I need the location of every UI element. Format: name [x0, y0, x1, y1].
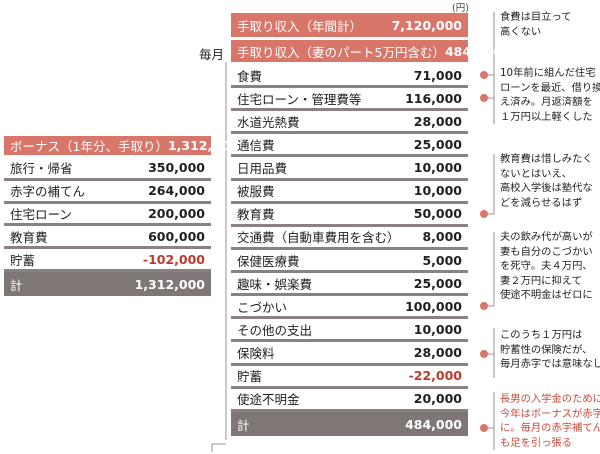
monthly-row: こづかい 100,000 — [231, 296, 468, 320]
bonus-row: 住宅ローン 200,000 — [4, 203, 211, 227]
bonus-row: 赤字の補てん 264,000 — [4, 180, 211, 204]
row-label: 手取り収入（妻のパート5万円含む） — [237, 44, 445, 60]
monthly-row: 使途不明金 20,000 — [231, 388, 468, 412]
annotation-dot — [480, 424, 488, 432]
monthly-row: 趣味・娯楽費 25,000 — [231, 273, 468, 297]
row-label: 通信費 — [237, 137, 275, 153]
monthly-row: 通信費 25,000 — [231, 134, 468, 158]
row-value: 600,000 — [148, 228, 205, 244]
row-label: 教育費 — [10, 229, 48, 245]
row-label: 趣味・娯楽費 — [237, 276, 313, 292]
monthly-row: 交通費（自動車費用を含む） 8,000 — [231, 226, 468, 250]
row-value: 8,000 — [422, 229, 462, 245]
annotation-dot — [480, 94, 488, 102]
row-label: 保険料 — [237, 346, 275, 362]
row-value: 484,000 — [444, 43, 502, 59]
monthly-row: 保険料 28,000 — [231, 342, 468, 366]
row-value: 100,000 — [405, 298, 462, 314]
row-label: 赤字の補てん — [10, 184, 86, 200]
annotation-dot — [480, 302, 488, 310]
monthly-total-row: 計 484,000 — [231, 412, 468, 436]
row-value: 1,312,000 — [167, 138, 239, 153]
row-label: こづかい — [237, 299, 288, 315]
row-value: 10,000 — [413, 183, 462, 199]
row-label: 使途不明金 — [237, 392, 300, 408]
row-label: 水道光熱費 — [237, 114, 300, 130]
row-label: 食費 — [237, 68, 263, 84]
row-value: 264,000 — [148, 183, 205, 199]
row-label: 保健医療費 — [237, 253, 300, 269]
row-label: その他の支出 — [237, 322, 313, 338]
row-label: 貯蓄 — [10, 252, 36, 268]
row-label: 住宅ローン — [10, 206, 72, 222]
row-value: 50,000 — [413, 206, 462, 222]
bonus-row: 教育費 600,000 — [4, 226, 211, 250]
note-housing-loan: 10年前に組んだ住宅 ローンを最近、借り換 え済み。月返済額を １万円以上軽くし… — [500, 67, 600, 123]
annotation-dot — [480, 350, 488, 358]
row-label: 貯蓄 — [237, 369, 263, 385]
row-value: 200,000 — [148, 205, 205, 221]
row-label: 計 — [10, 277, 23, 293]
row-value: 28,000 — [413, 345, 462, 361]
row-label: 住宅ローン・管理費等 — [237, 91, 362, 107]
monthly-row: 住宅ローン・管理費等 116,000 — [231, 88, 468, 112]
row-value: 116,000 — [405, 90, 462, 106]
monthly-row: 保健医療費 5,000 — [231, 250, 468, 274]
bonus-row: 旅行・帰省 350,000 — [4, 158, 211, 181]
annotation-dot — [480, 210, 488, 218]
row-value: 350,000 — [148, 160, 205, 176]
row-value: 1,312,000 — [134, 276, 205, 292]
row-label: 交通費（自動車費用を含む） — [237, 230, 400, 246]
note-food: 食費は目立って 高くない — [500, 11, 572, 38]
row-value: -102,000 — [142, 251, 205, 267]
row-label: 計 — [237, 417, 250, 433]
row-value: 71,000 — [413, 67, 462, 83]
row-value: 25,000 — [413, 136, 462, 152]
monthly-row: 貯蓄 -22,000 — [231, 365, 468, 389]
monthly-header-annual: 手取り収入（年間計） 7,120,000 — [231, 13, 468, 40]
monthly-row: 食費 71,000 — [231, 65, 468, 89]
row-value: -22,000 — [408, 368, 462, 384]
note-education: 教育費は惜しみたく ないとはいえ、 高校入学後は塾代な どを減らせるはず — [500, 153, 593, 209]
row-value: 25,000 — [413, 275, 462, 291]
monthly-label: 毎月 — [199, 47, 225, 62]
bonus-header: ボーナス（1年分、手取り） 1,312,000 — [4, 136, 238, 158]
monthly-row: その他の支出 10,000 — [231, 319, 468, 343]
row-value: 484,000 — [405, 416, 462, 432]
monthly-header-income: 手取り収入（妻のパート5万円含む） 484,000 — [231, 40, 502, 65]
unit-label: (円) — [452, 3, 469, 14]
bonus-row: 貯蓄 -102,000 — [4, 249, 211, 272]
row-value: 20,000 — [413, 391, 462, 407]
row-label: 教育費 — [237, 207, 275, 223]
note-allowance: 夫の飲み代が高いが 妻も自分のこづかい を死守。夫４万円、 妻２万円に抑えて 使… — [500, 231, 593, 301]
row-value: 10,000 — [413, 160, 462, 176]
monthly-row: 教育費 50,000 — [231, 203, 468, 227]
row-value: 5,000 — [422, 252, 462, 268]
bonus-total-row: 計 1,312,000 — [4, 272, 211, 296]
row-label: 日用品費 — [237, 161, 288, 177]
row-label: 被服費 — [237, 184, 275, 200]
monthly-row: 日用品費 10,000 — [231, 157, 468, 181]
row-value: 28,000 — [413, 113, 462, 129]
row-label: ボーナス（1年分、手取り） — [10, 139, 168, 154]
note-insurance: このうち１万円は 貯蓄性の保険だが、 毎月赤字では意味なし — [500, 329, 600, 370]
annotation-dot — [480, 71, 488, 79]
row-value: 7,120,000 — [391, 17, 462, 33]
row-value: 10,000 — [413, 321, 462, 337]
row-label: 手取り収入（年間計） — [237, 18, 363, 34]
row-label: 旅行・帰省 — [10, 161, 73, 177]
monthly-row: 水道光熱費 28,000 — [231, 111, 468, 135]
monthly-row: 被服費 10,000 — [231, 180, 468, 204]
note-bonus-deficit: 長男の入学金のために 今年はボーナスが赤字 に。毎月の赤字補てん も足を引っ張る — [500, 393, 600, 449]
